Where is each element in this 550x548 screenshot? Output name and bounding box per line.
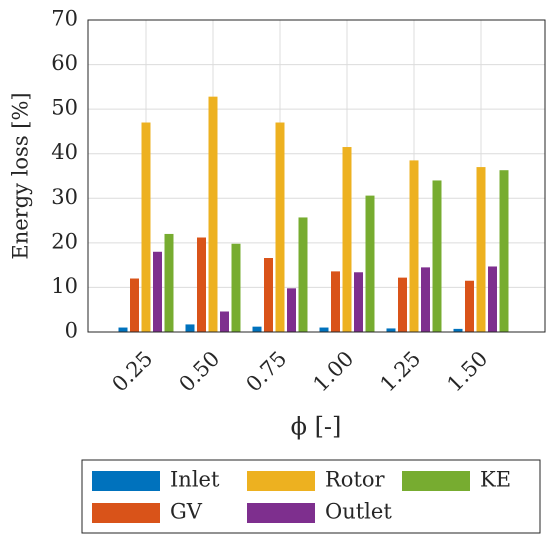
bar (465, 280, 474, 332)
bar (118, 327, 128, 332)
legend-swatch (92, 503, 160, 523)
bar (153, 251, 162, 332)
bar (331, 271, 340, 332)
y-tick-label: 70 (51, 7, 78, 31)
bar (164, 233, 174, 332)
y-tick-label: 40 (51, 140, 78, 164)
legend-label: Inlet (170, 468, 220, 492)
bar (141, 122, 151, 332)
bar (185, 324, 195, 332)
bar (287, 288, 296, 332)
bar (275, 122, 285, 332)
y-tick-label: 60 (51, 51, 78, 75)
legend-swatch (247, 503, 315, 523)
bar (342, 147, 352, 332)
plot-area (88, 20, 545, 332)
bar (476, 167, 486, 332)
bar (432, 180, 442, 332)
x-tick-label: 0.75 (241, 346, 291, 396)
bar (208, 96, 218, 332)
legend-swatch (92, 471, 160, 491)
x-tick-label: 1.50 (442, 346, 492, 396)
x-tick-label: 0.25 (107, 346, 157, 396)
x-tick-label: 1.00 (308, 346, 358, 396)
bar (264, 258, 273, 332)
bar (499, 170, 509, 332)
x-tick-label: 0.50 (174, 346, 224, 396)
bar (398, 277, 407, 332)
axes-box (87, 19, 546, 333)
bar (220, 311, 229, 332)
bar (488, 266, 497, 332)
bar (197, 237, 206, 332)
bar (231, 243, 241, 332)
bar (130, 278, 139, 332)
y-tick-label: 10 (51, 274, 78, 298)
bar (319, 327, 329, 332)
y-axis-label: Energy loss [%] (9, 92, 33, 259)
legend-label: GV (170, 500, 203, 524)
bar (453, 328, 463, 332)
y-tick-label: 0 (65, 319, 78, 343)
legend-swatch (247, 471, 315, 491)
legend-label: Rotor (325, 468, 386, 492)
bar (421, 267, 430, 332)
bar (354, 272, 363, 332)
bar (298, 217, 308, 332)
bar (365, 195, 375, 332)
x-tick-label: 1.25 (375, 346, 425, 396)
bar (409, 160, 419, 332)
bar (252, 326, 262, 332)
bar (386, 328, 396, 332)
y-tick-label: 30 (51, 185, 78, 209)
legend-label: KE (480, 468, 511, 492)
legend-label: Outlet (325, 500, 392, 524)
y-tick-label: 20 (51, 229, 78, 253)
legend-swatch (402, 471, 470, 491)
y-tick-label: 50 (51, 96, 78, 120)
x-axis-label: ϕ [-] (291, 413, 342, 441)
